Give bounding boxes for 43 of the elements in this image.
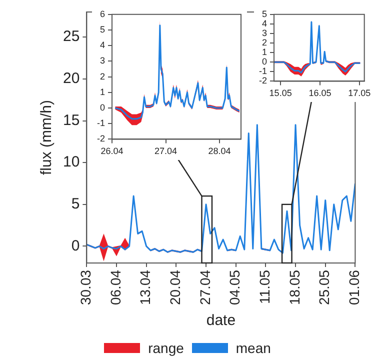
x-tick-label: 28.04 [208, 146, 231, 156]
x-tick-label: 17.05 [348, 88, 371, 98]
y-tick-label: 4 [100, 40, 105, 50]
y-tick-label: 2 [100, 71, 105, 82]
y-tick-label: 6 [100, 8, 105, 19]
x-tick-label: 13.04 [137, 270, 154, 306]
y-tick-label: 25 [62, 28, 80, 46]
y-tick-label: -2 [258, 76, 267, 86]
x-axis-title: date [206, 312, 236, 330]
x-tick-label: 01.06 [346, 270, 362, 306]
x-tick-label: 27.04 [196, 270, 213, 306]
y-tick-label: 1 [262, 47, 267, 58]
y-tick-label: 0 [262, 56, 267, 67]
y-tick-label: 0 [71, 237, 80, 254]
y-tick-label: 3 [262, 28, 267, 38]
x-tick-label: 04.05 [226, 270, 243, 306]
x-tick-label: 15.05 [269, 88, 292, 98]
y-tick-label: 15 [62, 112, 80, 129]
x-tick-label: 27.04 [154, 146, 178, 156]
x-tick-label: 11.05 [256, 270, 273, 304]
y-tick-label: 4 [262, 18, 267, 28]
y-tick-label: 2 [262, 38, 267, 48]
y-tick-label: 5 [262, 8, 267, 19]
y-tick-label: -1 [258, 66, 267, 76]
legend-label: mean [236, 340, 271, 356]
y-tick-label: 20 [62, 70, 80, 88]
y-axis-title: flux (mm/h) [38, 100, 56, 175]
y-tick-label: 10 [62, 154, 80, 171]
y-tick-label: 0 [100, 102, 105, 112]
x-tick-label: 18.05 [286, 270, 302, 306]
y-tick-label: 5 [71, 196, 80, 213]
y-tick-label: -2 [96, 134, 105, 144]
text: range [148, 340, 184, 356]
x-tick-label: 16.05 [308, 88, 332, 98]
y-tick-label: 3 [100, 56, 105, 66]
y-tick-label: 1 [100, 86, 105, 97]
x-tick-label: 06.04 [107, 270, 124, 306]
y-tick-label: 5 [100, 24, 105, 34]
y-tick-label: -1 [96, 118, 105, 128]
x-tick-label: 25.05 [316, 270, 332, 306]
x-tick-label: 20.04 [167, 270, 184, 306]
x-tick-label: 26.04 [100, 146, 124, 156]
x-tick-label: 30.03 [78, 270, 94, 306]
